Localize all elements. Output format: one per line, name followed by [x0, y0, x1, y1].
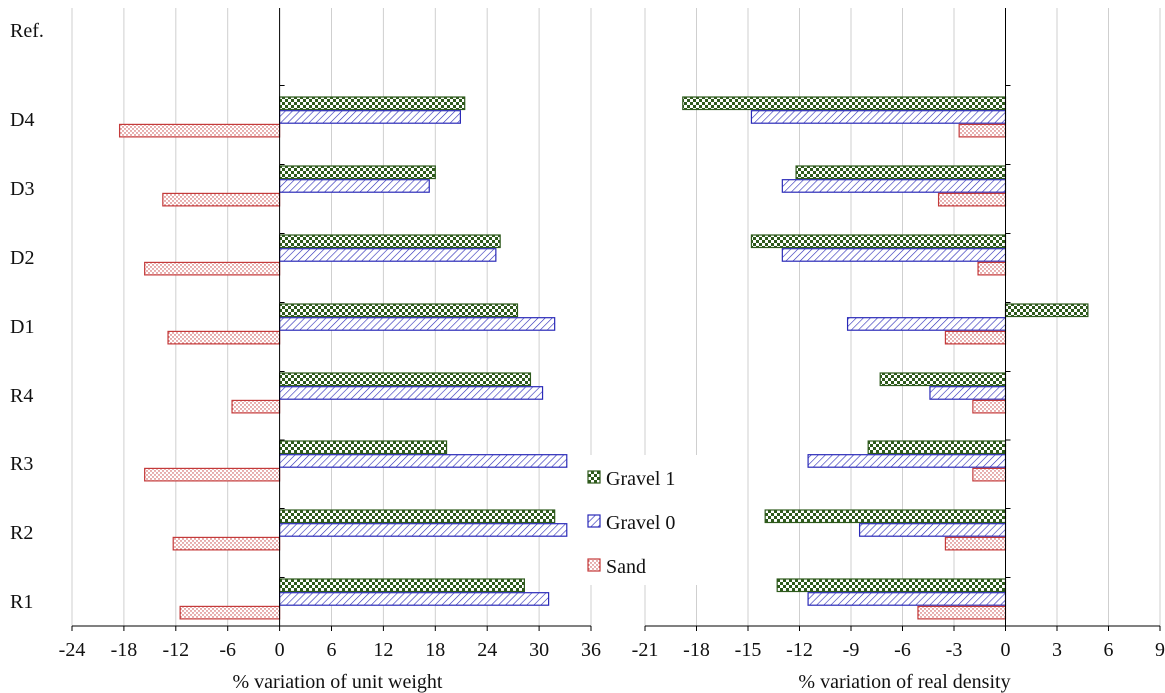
- left-bars: [118, 96, 568, 620]
- category-label: R1: [10, 591, 33, 613]
- bar-gravel0-r3: [807, 454, 1007, 468]
- x-axis-title: % variation of real density: [798, 671, 1010, 693]
- bar-gravel0-r1: [279, 592, 550, 606]
- bar-sand-d3: [162, 192, 281, 207]
- bar-gravel1-r2: [764, 509, 1007, 524]
- x-tick-label: 9: [1155, 639, 1165, 661]
- x-tick-label: 0: [1001, 639, 1011, 661]
- bar-sand-d2: [144, 261, 281, 276]
- bar-gravel0-d4: [750, 110, 1007, 124]
- x-tick-label: 24: [477, 639, 497, 661]
- bar-sand-r3: [972, 467, 1007, 482]
- bar-gravel0-r3: [279, 454, 568, 468]
- bar-gravel1-d4: [682, 96, 1007, 111]
- category-labels: R1 R2 R3 R4 D1 D2 D3 D4 Ref.: [10, 20, 44, 613]
- x-tick-label: 30: [529, 639, 549, 661]
- bar-sand-r3: [144, 467, 281, 482]
- bar-gravel0-r4: [929, 386, 1007, 400]
- bar-gravel0-d1: [846, 317, 1007, 331]
- bar-sand-r4: [972, 399, 1007, 414]
- bar-gravel0-d3: [781, 179, 1007, 193]
- x-tick-label: -9: [843, 639, 860, 661]
- bar-gravel0-r1: [807, 592, 1007, 606]
- bar-gravel1-r3: [279, 440, 448, 455]
- bar-gravel1-d3: [279, 165, 436, 180]
- bar-gravel1-d3: [795, 165, 1007, 180]
- bar-gravel0-d3: [279, 179, 430, 193]
- x-tick-label: -6: [894, 639, 911, 661]
- bar-gravel1-r4: [279, 372, 532, 387]
- x-tick-label: -15: [735, 639, 762, 661]
- x-tick-label: -12: [162, 639, 189, 661]
- legend-swatch: [587, 558, 601, 572]
- bar-gravel0-r2: [858, 523, 1007, 537]
- legend-swatch: [587, 514, 601, 528]
- bar-sand-d2: [977, 261, 1007, 276]
- bar-gravel0-d2: [279, 248, 497, 262]
- x-tick-label: -12: [786, 639, 813, 661]
- bar-gravel1-r4: [879, 372, 1007, 387]
- bar-gravel0-d1: [279, 317, 556, 331]
- bar-gravel0-d2: [781, 248, 1007, 262]
- category-label: R2: [10, 522, 33, 544]
- category-label: Ref.: [10, 20, 44, 42]
- bar-gravel1-d1: [1004, 303, 1089, 318]
- bar-gravel0-d4: [279, 110, 461, 124]
- bar-gravel1-r3: [867, 440, 1007, 455]
- x-tick-label: 6: [1104, 639, 1114, 661]
- bar-gravel1-r2: [279, 509, 556, 524]
- legend-label: Gravel 1: [606, 468, 675, 490]
- bar-gravel1-d2: [279, 234, 501, 249]
- legend-label: Gravel 0: [606, 512, 675, 534]
- left-axis: -24 -18 -12 -6 0 6 12 18 24 30 36 % variation of un…: [59, 8, 601, 693]
- bar-sand-d1: [944, 330, 1007, 345]
- bar-gravel1-d4: [279, 96, 466, 111]
- right-bars: [682, 96, 1089, 620]
- bar-gravel1-d2: [750, 234, 1007, 249]
- legend-label: Sand: [606, 556, 646, 578]
- x-tick-label: -21: [632, 639, 659, 661]
- bar-sand-d1: [167, 330, 281, 345]
- bar-sand-r2: [172, 536, 281, 551]
- bar-gravel0-r4: [279, 386, 544, 400]
- x-tick-label: -24: [59, 639, 86, 661]
- x-tick-label: 3: [1052, 639, 1062, 661]
- bar-sand-d4: [958, 123, 1007, 138]
- bar-sand-r1: [179, 605, 281, 620]
- category-label: D2: [10, 247, 34, 269]
- x-tick-label: 12: [373, 639, 393, 661]
- category-label: R3: [10, 453, 33, 475]
- bar-gravel1-d1: [279, 303, 519, 318]
- bar-sand-d3: [937, 192, 1007, 207]
- bar-gravel1-r1: [776, 578, 1007, 593]
- category-label: D4: [10, 109, 34, 131]
- x-tick-label: -18: [683, 639, 710, 661]
- legend: Gravel 1 Gravel 0 Sand: [580, 455, 700, 585]
- right-axis: -21 -18 -15 -12 -9 -6 -3 0 3 6 9 % variation of rea…: [632, 8, 1165, 693]
- legend-swatch: [587, 470, 601, 484]
- x-tick-label: 6: [327, 639, 337, 661]
- x-tick-label: -18: [111, 639, 138, 661]
- bar-gravel1-r1: [279, 578, 525, 593]
- category-label: R4: [10, 385, 33, 407]
- category-label: D1: [10, 316, 34, 338]
- bar-sand-d4: [118, 123, 281, 138]
- x-axis-title: % variation of unit weight: [233, 671, 443, 693]
- x-tick-label: 36: [581, 639, 601, 661]
- x-tick-label: 18: [425, 639, 445, 661]
- bar-sand-r4: [231, 399, 281, 414]
- x-tick-label: 0: [275, 639, 285, 661]
- x-tick-label: -3: [946, 639, 963, 661]
- bar-gravel0-r2: [279, 523, 568, 537]
- bar-sand-r1: [917, 605, 1007, 620]
- x-tick-label: -6: [219, 639, 236, 661]
- category-label: D3: [10, 178, 34, 200]
- bar-sand-r2: [944, 536, 1007, 551]
